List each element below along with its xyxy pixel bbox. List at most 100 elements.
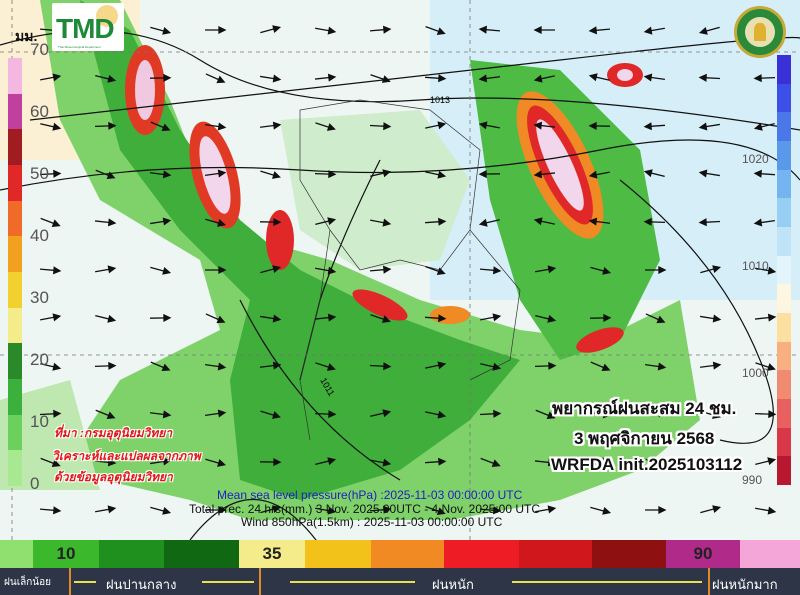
wind-arrow (588, 121, 611, 130)
legend-segment (740, 540, 800, 568)
precip-colorbar (8, 58, 22, 486)
legend-segment (519, 540, 592, 568)
wind-arrow (590, 506, 612, 515)
legend-segment: 10 (33, 540, 99, 568)
wind-arrow (480, 457, 501, 467)
wind-arrow (753, 169, 776, 178)
wind-arrow (645, 409, 667, 418)
wind-arrow (425, 361, 447, 370)
wind-arrow (150, 26, 172, 35)
wind-arrow (535, 314, 557, 323)
precip-tick-label: 60 (30, 102, 49, 121)
wind-arrow (369, 25, 392, 34)
wind-arrow (753, 74, 776, 83)
wind-arrow (40, 457, 61, 467)
wind-arrow (535, 505, 557, 514)
wind-arrow (755, 457, 777, 466)
wind-arrow (535, 265, 557, 274)
wind-arrow (40, 73, 62, 82)
legend-segment (99, 540, 164, 568)
precip-tick-label: 30 (30, 288, 49, 307)
colorbar-segment (777, 55, 791, 84)
wind-arrow (205, 122, 227, 131)
legend-segment (305, 540, 371, 568)
wind-arrow (700, 265, 722, 274)
wind-arrow (478, 218, 500, 227)
colorbar-segment (8, 58, 22, 94)
wind-arrow (480, 362, 502, 371)
wind-arrow (370, 169, 392, 178)
wind-arrow (479, 409, 502, 418)
wind-arrow (259, 218, 282, 227)
wind-arrow (94, 121, 117, 130)
wind-arrow (149, 73, 172, 82)
colorbar-segment (777, 398, 791, 428)
tmd-logo: TMD Thai Meteorological Department (52, 3, 124, 51)
colorbar-segment (777, 284, 791, 313)
wind-arrow (700, 314, 722, 323)
legend-segment (0, 540, 33, 568)
precip-caption: Total prec. 24 hrs(mm.) 3 Nov. 2025.00UT… (189, 502, 541, 516)
wind-arrow (149, 410, 172, 419)
wind-arrow (260, 74, 282, 83)
wind-arrow (425, 265, 446, 275)
wind-arrow (370, 314, 391, 323)
wind-arrow (700, 410, 721, 419)
colorbar-segment (777, 456, 791, 485)
wind-arrow (590, 457, 612, 466)
wind-arrow (150, 266, 172, 275)
wind-arrow (259, 458, 282, 467)
colorbar-segment (8, 271, 22, 308)
wind-arrow (535, 409, 556, 420)
forecast-title: พยากรณ์ฝนสะสม 24 ชม. (552, 399, 737, 418)
wind-arrow (588, 73, 610, 82)
wind-arrow (643, 26, 665, 35)
wind-arrow (205, 169, 227, 178)
colorbar-segment (777, 83, 791, 113)
wind-arrow (369, 362, 392, 371)
wind-arrow (40, 362, 62, 371)
precip-tick-label: 10 (30, 412, 49, 431)
legend-segment: 90 (666, 540, 740, 568)
wind-arrow (39, 506, 62, 515)
wind-arrow (698, 26, 720, 35)
wind-arrow (645, 265, 667, 275)
wind-arrow (478, 74, 501, 83)
pressure-tick-label: 1010 (742, 259, 769, 273)
wind-arrow (533, 170, 556, 179)
wind-arrow (534, 458, 557, 467)
precip-tick-label: 50 (30, 164, 49, 183)
wind-arrow (645, 458, 667, 467)
rain-areas (0, 0, 700, 520)
colorbar-segment (777, 226, 791, 256)
wind-arrow (95, 169, 116, 180)
wind-arrows (39, 25, 777, 515)
wind-arrow (589, 313, 612, 322)
wind-arrow (643, 169, 665, 178)
precip-tick-label: 0 (30, 474, 40, 493)
colorbar-segment (8, 414, 22, 451)
wind-arrow (149, 170, 172, 179)
wind-caption: Wind 850hPa(1.5km) : 2025-11-03 00:00:00… (241, 515, 503, 529)
wind-arrow (370, 458, 392, 467)
pressure-tick-label: 1000 (742, 366, 769, 380)
wind-arrow (645, 313, 666, 324)
wind-arrow (424, 457, 447, 466)
wind-arrow (260, 265, 282, 274)
pressure-colorbar (777, 55, 791, 485)
wind-arrow (534, 361, 557, 370)
colorbar-segment (777, 341, 791, 371)
wind-arrow (95, 409, 116, 420)
legend-value: 10 (56, 544, 76, 563)
legend-segment: 35 (239, 540, 305, 568)
colorbar-segment (8, 236, 22, 272)
wind-arrow (150, 121, 171, 132)
wind-arrow (259, 361, 282, 370)
colorbar-segment (8, 307, 22, 344)
wind-arrow (40, 122, 62, 131)
wind-arrow (39, 266, 62, 275)
wind-arrow (478, 121, 500, 130)
colorbar-segment (8, 378, 22, 415)
wind-arrow (314, 73, 337, 82)
wind-arrow (315, 217, 337, 226)
